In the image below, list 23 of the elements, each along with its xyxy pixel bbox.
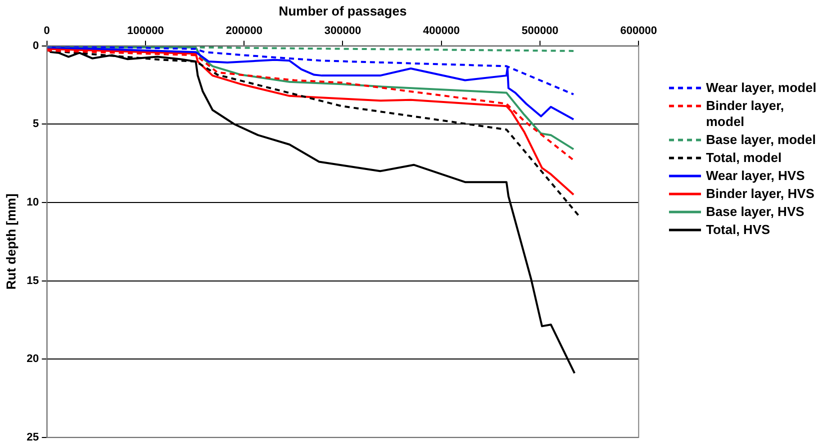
y-tick-label: 25: [26, 431, 39, 444]
legend-label: Binder layer, HVS: [706, 186, 814, 202]
y-tick-label: 10: [26, 196, 39, 208]
x-axis-title: Number of passages: [278, 3, 407, 18]
x-tick-label: 600000: [620, 25, 658, 38]
x-tick-label: 400000: [423, 25, 460, 38]
x-tick-label: 200000: [226, 25, 262, 38]
legend-label: Wear layer, model: [706, 80, 816, 96]
y-axis-title: Rut depth [mm]: [3, 194, 18, 290]
legend-label: Wear layer, HVS: [706, 168, 805, 184]
y-tick-label: 5: [32, 118, 39, 130]
legend-label: Binder layer, model: [706, 98, 786, 130]
x-tick-label: 100000: [127, 25, 164, 38]
legend-label: Base layer, HVS: [706, 204, 804, 220]
legend-label: Base layer, model: [706, 132, 816, 148]
x-tick-label: 300000: [324, 25, 362, 38]
legend-label: Total, model: [706, 150, 782, 166]
y-tick-label: 15: [26, 274, 39, 287]
x-tick-label: 500000: [522, 25, 558, 38]
x-tick-label: 0: [44, 25, 50, 38]
legend-label: Total, HVS: [706, 222, 770, 238]
y-tick-label: 0: [32, 40, 39, 52]
y-tick-label: 20: [26, 353, 39, 366]
